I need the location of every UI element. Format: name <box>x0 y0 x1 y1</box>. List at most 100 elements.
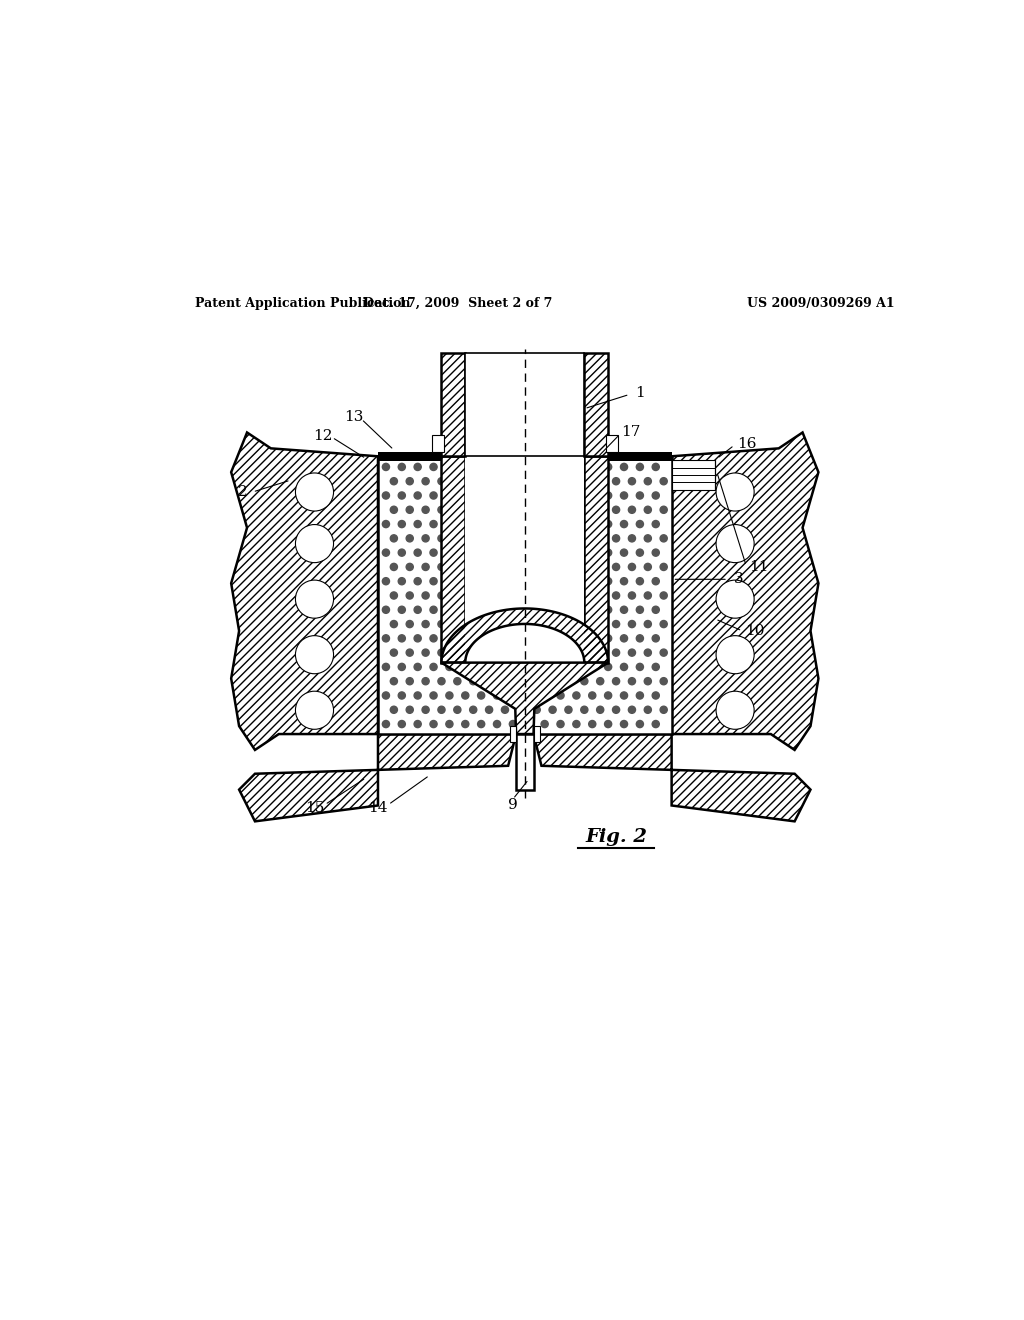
Circle shape <box>604 664 611 671</box>
Circle shape <box>541 520 548 528</box>
Text: 13: 13 <box>344 409 364 424</box>
Circle shape <box>541 463 548 470</box>
Circle shape <box>660 506 668 513</box>
Circle shape <box>589 463 596 470</box>
Bar <box>378 451 441 461</box>
Circle shape <box>407 591 414 599</box>
Circle shape <box>621 692 628 700</box>
Circle shape <box>502 620 509 627</box>
Circle shape <box>509 549 516 556</box>
Circle shape <box>621 463 628 470</box>
Circle shape <box>390 564 397 570</box>
Circle shape <box>636 520 643 528</box>
Text: 10: 10 <box>745 624 765 638</box>
Circle shape <box>660 620 668 627</box>
Circle shape <box>629 677 636 685</box>
Text: 14: 14 <box>369 801 388 814</box>
Circle shape <box>509 578 516 585</box>
Circle shape <box>525 549 532 556</box>
Circle shape <box>438 620 445 627</box>
Circle shape <box>549 677 556 685</box>
Circle shape <box>470 649 477 656</box>
Circle shape <box>462 492 469 499</box>
Circle shape <box>572 606 580 614</box>
Bar <box>465 457 585 663</box>
Circle shape <box>398 606 406 614</box>
Circle shape <box>509 721 516 727</box>
Circle shape <box>485 620 493 627</box>
Circle shape <box>557 635 564 642</box>
Circle shape <box>541 721 548 727</box>
Circle shape <box>470 478 477 484</box>
Circle shape <box>525 635 532 642</box>
Circle shape <box>534 564 541 570</box>
Circle shape <box>644 535 651 543</box>
Circle shape <box>660 649 668 656</box>
Circle shape <box>652 635 659 642</box>
Circle shape <box>589 721 596 727</box>
Circle shape <box>407 478 414 484</box>
Circle shape <box>565 478 572 484</box>
Circle shape <box>541 635 548 642</box>
Circle shape <box>407 564 414 570</box>
Bar <box>608 451 672 461</box>
Circle shape <box>414 692 421 700</box>
Circle shape <box>660 564 668 570</box>
Circle shape <box>549 506 556 513</box>
Circle shape <box>541 492 548 499</box>
Circle shape <box>621 549 628 556</box>
Circle shape <box>477 549 484 556</box>
Circle shape <box>534 506 541 513</box>
Circle shape <box>485 706 493 713</box>
Circle shape <box>597 591 604 599</box>
Circle shape <box>485 677 493 685</box>
Circle shape <box>382 721 389 727</box>
Circle shape <box>581 677 588 685</box>
Circle shape <box>565 564 572 570</box>
Circle shape <box>390 506 397 513</box>
Circle shape <box>597 506 604 513</box>
Bar <box>585 354 608 457</box>
Circle shape <box>612 677 620 685</box>
Circle shape <box>629 649 636 656</box>
Circle shape <box>296 579 334 618</box>
Circle shape <box>454 591 461 599</box>
Circle shape <box>398 520 406 528</box>
Circle shape <box>565 506 572 513</box>
Circle shape <box>612 591 620 599</box>
Circle shape <box>557 520 564 528</box>
Bar <box>672 461 716 490</box>
Circle shape <box>398 635 406 642</box>
Circle shape <box>589 492 596 499</box>
Circle shape <box>382 492 389 499</box>
Circle shape <box>430 549 437 556</box>
Circle shape <box>557 578 564 585</box>
Bar <box>516 734 534 789</box>
Circle shape <box>470 706 477 713</box>
Circle shape <box>494 692 501 700</box>
Circle shape <box>462 578 469 585</box>
Circle shape <box>565 677 572 685</box>
Circle shape <box>525 606 532 614</box>
Bar <box>441 354 465 457</box>
Circle shape <box>462 549 469 556</box>
Circle shape <box>382 692 389 700</box>
Circle shape <box>502 535 509 543</box>
Text: 15: 15 <box>305 801 325 814</box>
Circle shape <box>438 535 445 543</box>
Circle shape <box>572 692 580 700</box>
Bar <box>510 726 516 742</box>
Circle shape <box>557 692 564 700</box>
Circle shape <box>629 620 636 627</box>
Text: 9: 9 <box>508 799 518 813</box>
Circle shape <box>477 664 484 671</box>
Circle shape <box>422 535 429 543</box>
Circle shape <box>445 492 453 499</box>
Circle shape <box>534 535 541 543</box>
Circle shape <box>604 606 611 614</box>
Circle shape <box>382 578 389 585</box>
Polygon shape <box>672 433 818 750</box>
Circle shape <box>470 591 477 599</box>
Circle shape <box>414 606 421 614</box>
Circle shape <box>470 535 477 543</box>
